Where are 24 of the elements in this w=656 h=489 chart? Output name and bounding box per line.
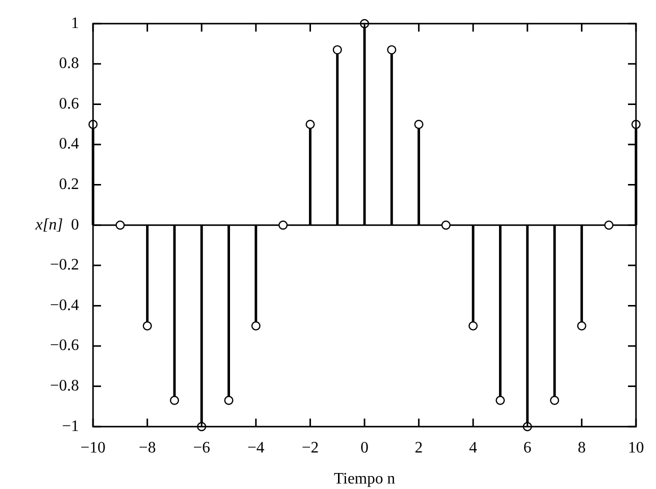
x-tick-label: 6: [523, 439, 532, 456]
y-tick-label: 0: [71, 216, 80, 234]
x-tick-label: −6: [193, 439, 210, 456]
y-tick-label: 0.2: [59, 176, 80, 194]
y-tick-label: −0.4: [50, 296, 80, 314]
y-tick-label: −1: [62, 418, 80, 435]
x-tick-label: 4: [469, 439, 478, 456]
y-tick-label: 0.4: [59, 136, 80, 153]
x-axis-title: Tiempo n: [334, 470, 396, 488]
y-tick-label: −0.8: [50, 378, 80, 395]
x-tick-label: −8: [138, 439, 156, 456]
y-tick-label: −0.2: [50, 256, 80, 274]
x-tick-label: 8: [578, 439, 586, 456]
y-tick-label: 1: [71, 14, 80, 32]
x-tick-label: −2: [302, 439, 319, 456]
x-tick-label: 2: [414, 439, 423, 456]
y-axis-title: x[n]: [34, 216, 64, 234]
x-tick-label: −10: [80, 439, 106, 456]
x-tick-label: 0: [360, 439, 369, 456]
y-tick-label: −0.6: [50, 337, 80, 354]
x-tick-label: −4: [247, 439, 264, 456]
y-tick-label: 0.8: [59, 55, 80, 72]
y-tick-label: 0.6: [59, 95, 80, 112]
x-tick-label: 10: [628, 439, 644, 456]
